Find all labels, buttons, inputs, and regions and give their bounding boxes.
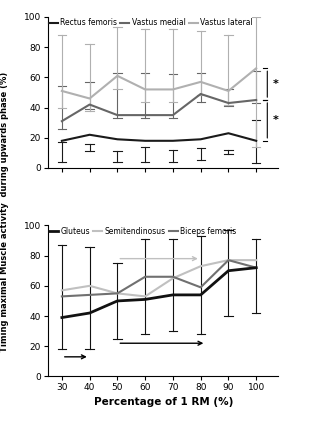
Text: *: *: [273, 115, 279, 125]
Legend: Rectus femoris, Vastus medial, Vastus lateral: Rectus femoris, Vastus medial, Vastus la…: [46, 15, 256, 30]
Text: *: *: [273, 79, 279, 89]
Text: Timing maximal Muscle activity  during upwards phase (%): Timing maximal Muscle activity during up…: [0, 71, 9, 352]
Legend: Gluteus, Semitendinosus, Biceps femoris: Gluteus, Semitendinosus, Biceps femoris: [46, 224, 239, 239]
X-axis label: Percentage of 1 RM (%): Percentage of 1 RM (%): [93, 397, 233, 407]
